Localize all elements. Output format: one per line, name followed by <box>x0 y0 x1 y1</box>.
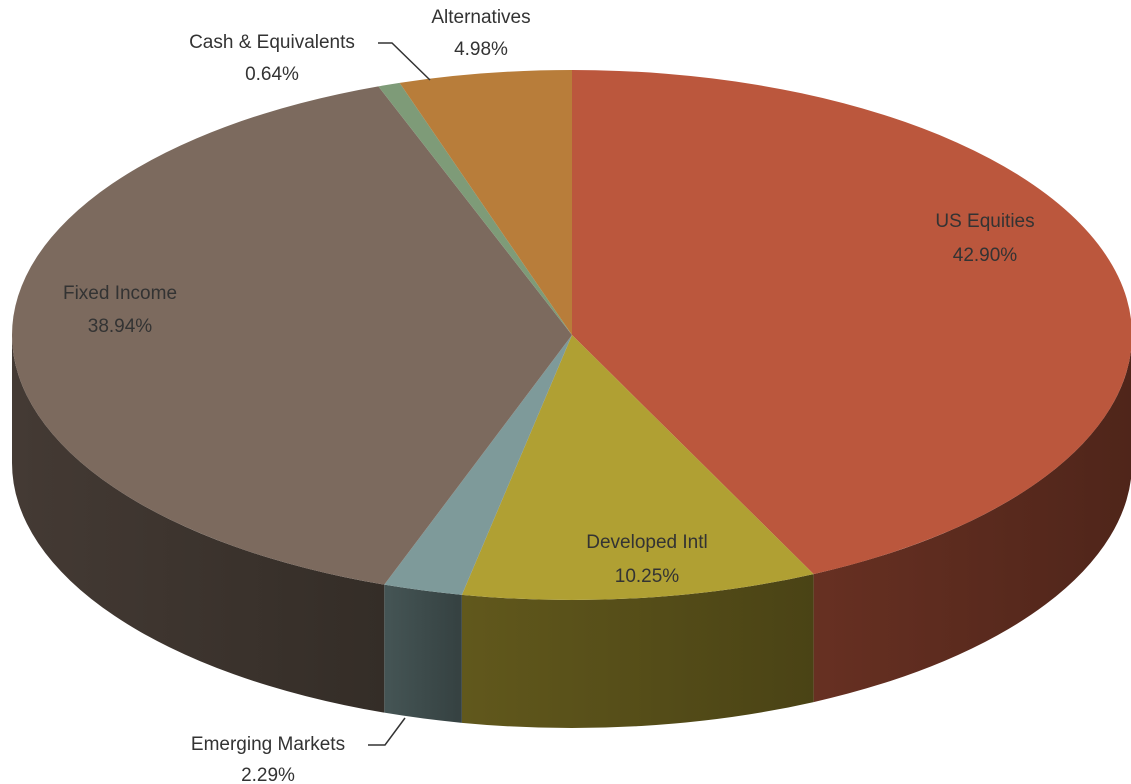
slice <box>11 86 572 585</box>
slice-label: Fixed Income <box>63 283 177 304</box>
slice-label: Cash & Equivalents <box>189 32 355 53</box>
slice <box>378 82 572 336</box>
slice-label: US Equities <box>935 211 1034 232</box>
slice-value-label: 0.64% <box>245 64 299 85</box>
slice-value-label: 4.98% <box>454 39 508 60</box>
slice-side <box>384 584 462 723</box>
slice <box>461 335 814 600</box>
slice-side <box>12 335 385 713</box>
slice <box>399 70 572 335</box>
pie-sides <box>12 335 1131 728</box>
leader-line <box>368 717 406 746</box>
slice-side <box>461 574 814 728</box>
slice-label: Alternatives <box>431 7 530 28</box>
slice <box>384 335 572 595</box>
pie-tops <box>11 70 1131 600</box>
slice <box>572 70 1131 575</box>
slice-value-label: 10.25% <box>615 566 680 587</box>
slice-value-label: 42.90% <box>953 245 1018 266</box>
slice-value-label: 38.94% <box>88 316 153 337</box>
slice-label: Emerging Markets <box>191 734 345 755</box>
slice-label: Developed Intl <box>586 532 707 553</box>
leader-line <box>378 42 431 81</box>
slice-value-label: 2.29% <box>241 765 295 784</box>
slice-side <box>813 350 1131 703</box>
labels: US Equities 42.90% Developed Intl 10.25% Eme… <box>63 7 1035 784</box>
